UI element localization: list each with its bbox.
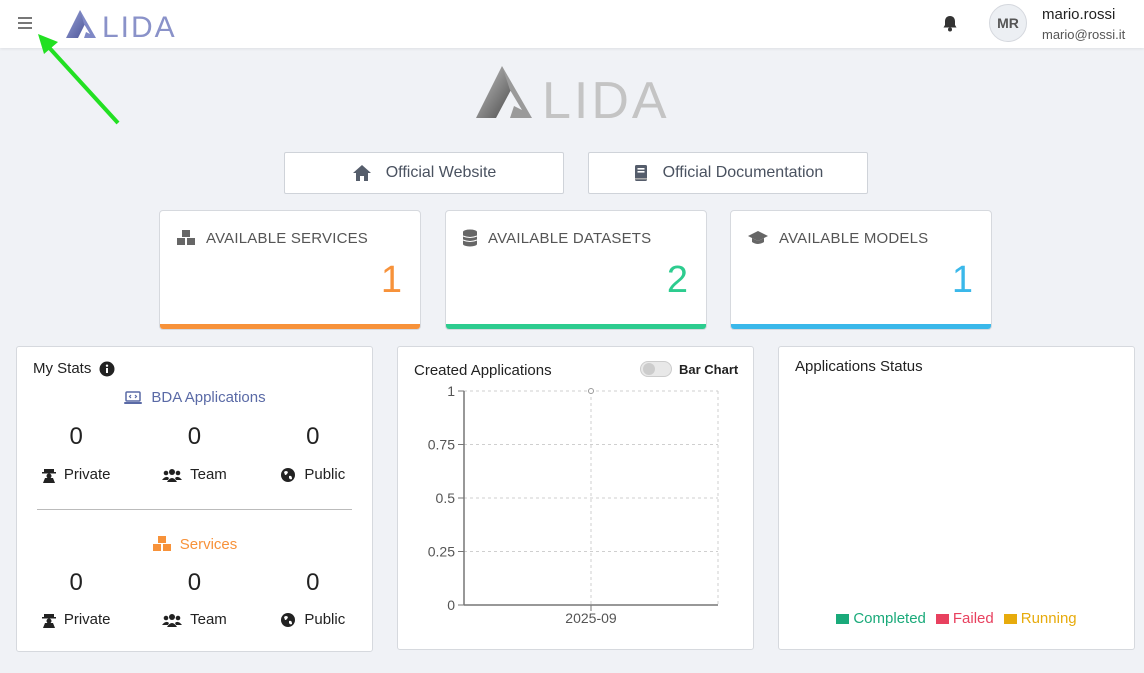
bda-applications-heading: BDA Applications	[17, 389, 372, 406]
official-website-button[interactable]: Official Website	[284, 152, 564, 194]
graduation-cap-icon	[748, 231, 768, 244]
bda-team-label: Team	[190, 466, 227, 483]
available-datasets-label: AVAILABLE DATASETS	[488, 229, 652, 247]
globe-icon	[281, 612, 296, 627]
legend-swatch	[935, 613, 949, 624]
cubes-icon	[152, 536, 171, 551]
legend-swatch	[1003, 613, 1017, 624]
y-tick-label: 0.75	[428, 437, 455, 453]
services-public-label: Public	[304, 611, 346, 628]
bda-private-count: 0	[69, 423, 83, 450]
bda-team-count: 0	[187, 423, 202, 450]
official-documentation-button[interactable]: Official Documentation	[588, 152, 868, 194]
available-services-card[interactable]: AVAILABLE SERVICES 1	[159, 210, 421, 330]
y-tick-label: 0	[447, 597, 455, 613]
database-icon	[462, 229, 478, 247]
official-website-label: Official Website	[385, 164, 497, 181]
available-services-count: 1	[380, 259, 402, 301]
created-applications-title: Created Applications	[414, 362, 552, 379]
services-private-label: Private	[63, 611, 111, 628]
my-stats-title: My Stats	[33, 360, 92, 377]
hero-brand-text: LIDA	[542, 72, 670, 124]
available-datasets-card[interactable]: AVAILABLE DATASETS 2	[445, 210, 707, 330]
services-private-count: 0	[69, 569, 83, 596]
users-icon	[162, 613, 183, 627]
created-applications-chart: 0 0.25 0.5 0.75 1 2025-09	[428, 383, 719, 626]
bda-public-label: Public	[304, 466, 346, 483]
available-datasets-count: 2	[666, 259, 688, 301]
data-point	[588, 388, 594, 394]
y-tick-label: 1	[447, 383, 455, 399]
info-icon[interactable]	[99, 361, 115, 377]
users-icon	[162, 468, 183, 482]
user-email: mario@rossi.it	[1042, 27, 1126, 42]
book-icon	[634, 165, 647, 181]
legend-item-failed[interactable]: Failed	[935, 610, 994, 627]
services-heading: Services	[17, 535, 372, 553]
services-public-count: 0	[306, 569, 320, 596]
globe-icon	[281, 467, 296, 482]
created-applications-panel: Created Applications Bar Chart 0 0.25 0.5 0…	[397, 346, 754, 650]
annotation-arrow-icon	[38, 34, 120, 125]
available-models-count: 1	[951, 259, 973, 301]
applications-status-title: Applications Status	[795, 358, 923, 375]
available-models-card[interactable]: AVAILABLE MODELS 1	[730, 210, 992, 330]
legend-item-running[interactable]: Running	[1003, 610, 1077, 627]
legend-label: Running	[1020, 610, 1077, 627]
home-icon	[352, 165, 371, 181]
applications-status-panel: Applications Status Completed Failed Runni…	[778, 346, 1135, 650]
bar-chart-toggle[interactable]	[640, 361, 672, 377]
hamburger-menu-icon[interactable]	[18, 14, 38, 32]
bell-icon[interactable]	[940, 14, 960, 39]
legend-item-completed[interactable]: Completed	[836, 610, 926, 627]
available-services-label: AVAILABLE SERVICES	[206, 229, 369, 247]
user-secret-icon	[41, 613, 56, 628]
legend-swatch	[836, 613, 850, 624]
stats-divider	[37, 509, 352, 510]
services-team-count: 0	[187, 569, 202, 596]
y-tick-label: 0.25	[428, 544, 455, 560]
legend-label: Completed	[853, 610, 926, 627]
official-documentation-label: Official Documentation	[662, 164, 824, 181]
avatar[interactable]: MR	[989, 4, 1027, 42]
x-tick-label: 2025-09	[565, 610, 617, 626]
top-bar: LIDA MR mario.rossi mario@rossi.it	[0, 0, 1144, 48]
services-accent-bar	[160, 324, 420, 329]
y-tick-label: 0.5	[436, 490, 456, 506]
header-logo[interactable]: LIDA	[64, 6, 179, 47]
models-accent-bar	[731, 324, 991, 329]
header-brand-text: LIDA	[102, 11, 177, 42]
user-secret-icon	[41, 468, 56, 483]
laptop-code-icon	[124, 390, 143, 404]
user-name[interactable]: mario.rossi	[1042, 6, 1116, 23]
bda-public-count: 0	[306, 423, 320, 450]
bda-private-label: Private	[63, 466, 111, 483]
available-models-label: AVAILABLE MODELS	[779, 229, 929, 247]
services-label: Services	[179, 535, 238, 553]
datasets-accent-bar	[446, 324, 706, 329]
status-legend: Completed Failed Running	[779, 610, 1134, 627]
cubes-icon	[177, 230, 195, 245]
bar-chart-toggle-label: Bar Chart	[679, 362, 739, 377]
legend-label: Failed	[952, 610, 994, 627]
hero-logo: LIDA	[474, 62, 679, 130]
bda-applications-label: BDA Applications	[151, 389, 266, 406]
services-team-label: Team	[190, 611, 227, 628]
my-stats-panel: My Stats BDA Applications 0 0 0 Private …	[16, 346, 373, 652]
